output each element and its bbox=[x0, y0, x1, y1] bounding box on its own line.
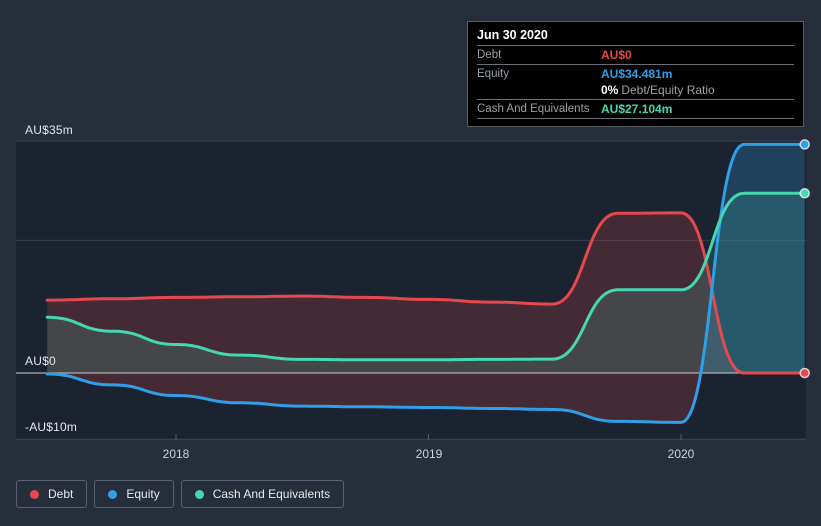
y-axis-label-35m: AU$35m bbox=[25, 123, 73, 137]
tooltip-debt-equity-ratio: 0% Debt/Equity Ratio bbox=[601, 83, 715, 97]
tooltip-separator bbox=[477, 45, 794, 46]
tooltip-row-equity: Equity AU$34.481m bbox=[477, 66, 794, 82]
cash-line bbox=[45, 191, 807, 362]
x-axis-label-2019: 2019 bbox=[415, 447, 443, 461]
chart-tooltip: Jun 30 2020 Debt AU$0 Equity AU$34.481m … bbox=[467, 21, 804, 127]
equity-series-dot-icon bbox=[108, 489, 118, 499]
tooltip-debt-label: Debt bbox=[477, 49, 502, 61]
tooltip-row-debt: Debt AU$0 bbox=[477, 47, 794, 63]
tooltip-cash-label: Cash And Equivalents bbox=[477, 103, 590, 115]
chart-legend: Debt Equity Cash And Equivalents bbox=[16, 480, 345, 508]
cash-endpoint-dot bbox=[799, 188, 810, 199]
y-axis-label-neg10m: -AU$10m bbox=[25, 420, 78, 434]
legend-label-equity: Equity bbox=[126, 487, 160, 501]
chart-plot-area[interactable] bbox=[0, 0, 821, 470]
tooltip-equity-label: Equity bbox=[477, 68, 509, 80]
equity-endpoint-dot bbox=[799, 139, 810, 150]
legend-item-cash[interactable]: Cash And Equivalents bbox=[180, 480, 345, 508]
tooltip-cash-value: AU$27.104m bbox=[601, 102, 673, 116]
tooltip-row-cash: Cash And Equivalents AU$27.104m bbox=[477, 101, 794, 117]
tooltip-separator bbox=[477, 118, 794, 119]
debt-line bbox=[45, 211, 807, 375]
legend-item-debt[interactable]: Debt bbox=[16, 480, 88, 508]
debt-endpoint-dot bbox=[799, 367, 810, 379]
tooltip-date: Jun 30 2020 bbox=[477, 28, 548, 42]
tooltip-separator bbox=[477, 64, 794, 65]
tooltip-separator bbox=[477, 99, 794, 100]
x-axis-label-2018: 2018 bbox=[162, 447, 190, 461]
tooltip-equity-value: AU$34.481m bbox=[601, 67, 673, 81]
tooltip-debt-value: AU$0 bbox=[601, 48, 632, 62]
cash-area bbox=[47, 193, 805, 373]
y-axis-label-zero: AU$0 bbox=[25, 354, 56, 368]
x-axis-label-2020: 2020 bbox=[667, 447, 695, 461]
equity-line bbox=[45, 142, 807, 424]
cash-series-dot-icon bbox=[194, 489, 204, 499]
debt-area bbox=[47, 212, 805, 423]
legend-label-cash: Cash And Equivalents bbox=[212, 487, 331, 501]
tooltip-row-ratio: 0% Debt/Equity Ratio bbox=[477, 82, 794, 98]
legend-label-debt: Debt bbox=[48, 487, 74, 501]
legend-item-equity[interactable]: Equity bbox=[94, 480, 174, 508]
debt-series-dot-icon bbox=[30, 489, 39, 499]
equity-area bbox=[47, 144, 805, 373]
